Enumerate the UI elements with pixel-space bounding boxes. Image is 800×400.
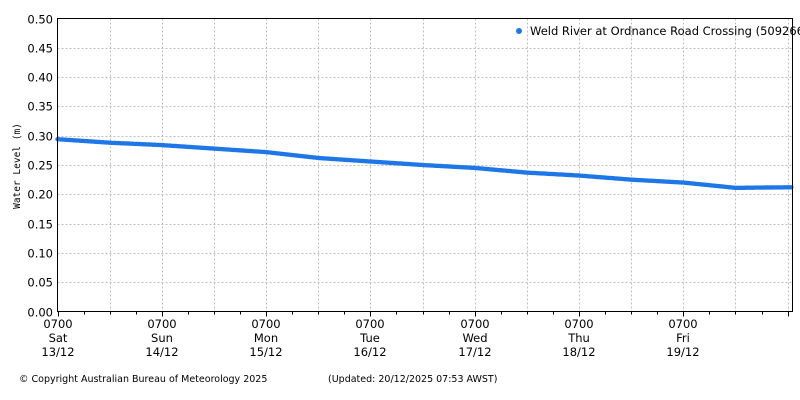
y-tick-label: 0.00 [27, 306, 53, 320]
y-tick-label: 0.45 [27, 42, 53, 56]
series-group [55, 137, 794, 191]
grid-lines [57, 18, 793, 312]
y-tick-label: 0.50 [27, 13, 53, 27]
y-tick-label: 0.40 [27, 71, 53, 85]
x-tick-time: 0700 [355, 317, 384, 331]
legend: Weld River at Ordnance Road Crossing (50… [516, 24, 800, 38]
y-tick-label: 0.20 [27, 188, 53, 202]
x-tick-date: 18/12 [562, 345, 595, 359]
x-tick-time: 0700 [147, 317, 176, 331]
x-axis-ticks: 0700Sat13/120700Sun14/120700Mon15/120700… [41, 311, 789, 359]
x-tick-date: 13/12 [41, 345, 74, 359]
y-axis-ticks: 0.00 0.05 0.10 0.15 0.20 0.25 0.30 0.35 0.40 0.45… [27, 13, 53, 320]
x-tick-time: 0700 [43, 317, 72, 331]
x-tick-day: Sat [49, 331, 68, 345]
y-tick-label: 0.30 [27, 130, 53, 144]
x-tick-day: Mon [254, 331, 278, 345]
legend-label: Weld River at Ordnance Road Crossing (50… [530, 24, 800, 38]
x-tick-time: 0700 [564, 317, 593, 331]
x-tick-time: 0700 [460, 317, 489, 331]
copyright-text: © Copyright Australian Bureau of Meteoro… [19, 374, 268, 385]
y-tick-label: 0.15 [27, 218, 53, 232]
x-tick-day: Thu [567, 331, 590, 345]
x-tick-day: Wed [462, 331, 487, 345]
y-tick-label: 0.35 [27, 100, 53, 114]
x-tick-date: 17/12 [458, 345, 491, 359]
x-tick-day: Tue [359, 331, 380, 345]
x-tick-date: 16/12 [353, 345, 386, 359]
x-tick-day: Fri [676, 331, 690, 345]
y-tick-label: 0.05 [27, 276, 53, 290]
plot-frame [57, 18, 793, 312]
y-tick-label: 0.25 [27, 159, 53, 173]
y-tick-label: 0.10 [27, 247, 53, 261]
x-tick-date: 19/12 [666, 345, 699, 359]
water-level-chart: 0.00 0.05 0.10 0.15 0.20 0.25 0.30 0.35 0.40 0.45… [12, 13, 800, 360]
x-tick-time: 0700 [251, 317, 280, 331]
y-axis-label: Water Level (m) [12, 123, 23, 209]
x-tick-time: 0700 [668, 317, 697, 331]
updated-text: (Updated: 20/12/2025 07:53 AWST) [328, 374, 498, 385]
legend-marker [516, 28, 522, 34]
x-tick-day: Sun [151, 331, 173, 345]
x-tick-date: 14/12 [145, 345, 178, 359]
x-tick-date: 15/12 [249, 345, 282, 359]
